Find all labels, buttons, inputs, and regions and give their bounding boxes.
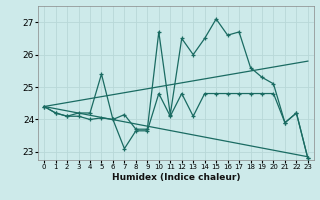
X-axis label: Humidex (Indice chaleur): Humidex (Indice chaleur) xyxy=(112,173,240,182)
